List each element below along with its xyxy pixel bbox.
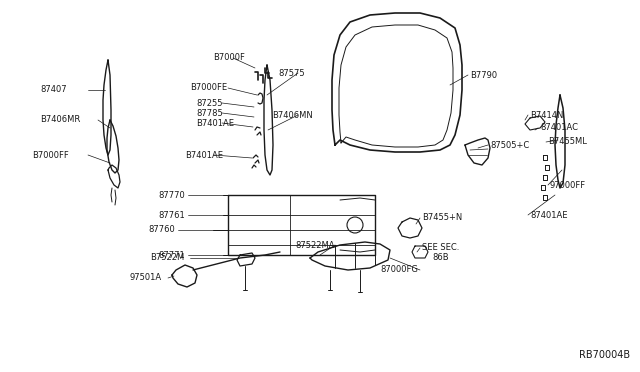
Text: 87522MA: 87522MA [295,241,335,250]
Text: B7000FF: B7000FF [32,151,68,160]
Text: 97000FF: 97000FF [550,180,586,189]
Text: 87770: 87770 [158,190,185,199]
Text: SEE SEC.: SEE SEC. [422,244,460,253]
Text: B7000FE: B7000FE [190,83,227,93]
Text: 97501A: 97501A [130,273,162,282]
Text: B7790: B7790 [470,71,497,80]
Text: 87785: 87785 [196,109,223,118]
Text: B7406MN: B7406MN [272,110,313,119]
Text: B7401AE: B7401AE [196,119,234,128]
Text: 87760: 87760 [148,225,175,234]
Text: 87255: 87255 [196,99,223,108]
Text: RB70004B: RB70004B [579,350,630,360]
Text: B7522M: B7522M [150,253,184,263]
Text: 86B: 86B [432,253,449,263]
Text: B7000F: B7000F [213,54,245,62]
Text: 87407: 87407 [40,86,67,94]
Text: 87505+C: 87505+C [490,141,529,150]
Text: B7455+N: B7455+N [422,214,462,222]
Text: 87771: 87771 [158,250,185,260]
Text: 87401AE: 87401AE [530,211,568,219]
Text: B7406MR: B7406MR [40,115,80,125]
Text: B7401AE: B7401AE [185,151,223,160]
Text: B7414N: B7414N [530,110,563,119]
Text: B7455ML: B7455ML [548,138,587,147]
Text: 87575: 87575 [278,68,305,77]
Text: 87401AC: 87401AC [540,124,578,132]
Text: 87761: 87761 [158,211,185,219]
Text: 87000FG: 87000FG [380,266,418,275]
